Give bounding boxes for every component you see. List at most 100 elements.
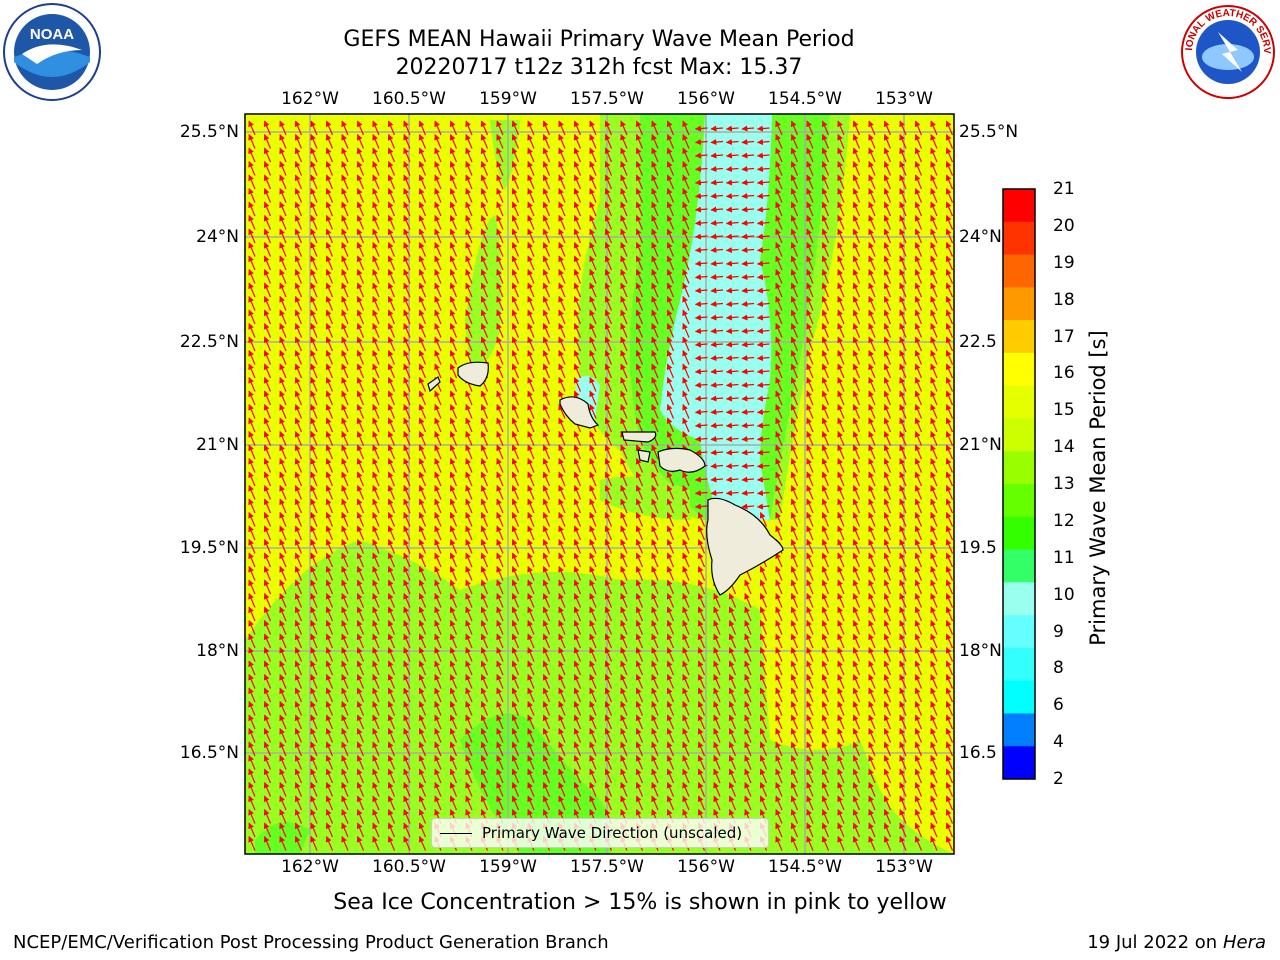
wave-direction-arrow [511,228,520,244]
wave-direction-arrow [527,160,535,176]
wave-direction-arrow [710,166,724,173]
wave-direction-arrow [496,214,504,230]
wave-direction-arrow [604,214,613,230]
wave-direction-arrow [511,160,520,176]
wave-direction-arrow [821,214,830,230]
wave-direction-arrow [741,152,755,159]
wave-direction-arrow [465,147,473,163]
molokai-island [621,431,657,443]
wave-direction-arrow [511,147,520,163]
wave-direction-arrow [573,160,582,176]
wave-direction-arrow [434,255,442,271]
wave-direction-arrow [756,233,770,240]
wave-direction-arrow [790,255,799,271]
wave-direction-arrow [496,133,504,149]
wave-direction-arrow [756,193,770,200]
wave-direction-arrow [806,187,814,203]
wave-direction-arrow [434,120,442,136]
wave-direction-arrow [604,147,613,163]
wave-direction-arrow [852,120,861,136]
wave-direction-arrow [899,160,907,176]
wave-direction-arrow [725,166,739,173]
wave-direction-arrow [449,133,458,149]
wave-direction-arrow [635,174,644,190]
wave-direction-arrow [899,255,907,271]
wave-direction-arrow [341,133,349,149]
colorbar-tick: 19 [1053,252,1075,273]
wave-direction-arrow [527,255,535,271]
wave-direction-arrow [821,120,830,136]
wave-direction-arrow [263,241,272,257]
wave-direction-arrow [496,241,504,257]
wave-direction-arrow [837,174,845,190]
wave-direction-arrow [372,120,380,136]
wave-direction-arrow [465,120,473,136]
wave-direction-arrow [372,228,380,244]
colorbar-tick: 16 [1053,363,1075,384]
wave-direction-arrow [558,120,566,136]
wave-direction-arrow [914,214,923,230]
wave-direction-arrow [480,228,489,244]
colorbar-segment [1003,549,1035,583]
wave-direction-arrow [294,241,303,257]
wave-direction-arrow [694,152,708,159]
wave-direction-arrow [372,133,380,149]
wave-direction-arrow [604,228,613,244]
wave-direction-arrow [852,228,861,244]
lon-tick-bottom: 157.5°W [570,857,644,877]
wave-direction-arrow [694,206,708,213]
lat-tick-left: 25.5°N [179,122,239,142]
wave-direction-arrow [310,147,318,163]
wave-direction-arrow [945,255,954,271]
wave-direction-arrow [573,241,582,257]
wave-direction-arrow [496,120,504,136]
wave-direction-arrow [710,193,724,200]
wave-direction-arrow [620,133,628,149]
wave-direction-arrow [930,241,938,257]
wave-direction-arrow [356,214,365,230]
wave-direction-arrow [620,120,628,136]
wave-direction-arrow [248,147,256,163]
wave-direction-arrow [496,201,504,217]
colorbar-segment [1003,352,1035,387]
legend-label: Primary Wave Direction (unscaled) [482,824,743,842]
wave-direction-arrow [403,268,411,284]
wave-direction-arrow [542,160,551,176]
wave-direction-arrow [710,179,724,186]
wave-direction-arrow [930,160,938,176]
wave-direction-arrow [741,179,755,186]
wave-direction-arrow [496,160,504,176]
map-legend: Primary Wave Direction (unscaled) [431,818,769,848]
wave-direction-arrow [310,255,318,271]
wave-direction-arrow [883,187,892,203]
wave-direction-arrow [372,160,380,176]
wave-direction-arrow [527,241,535,257]
wave-direction-arrow [756,206,770,213]
colorbar-segment [1003,320,1035,354]
colorbar-tick: 4 [1053,732,1064,753]
wave-direction-arrow [263,268,272,284]
wave-direction-arrow [790,201,799,217]
wave-direction-arrow [806,255,814,271]
wave-direction-arrow [527,174,535,190]
wave-direction-arrow [480,174,489,190]
wave-direction-arrow [868,201,876,217]
colorbar [1002,188,1036,780]
wave-direction-arrow [899,120,907,136]
wave-direction-arrow [756,260,770,267]
wave-direction-arrow [387,201,396,217]
wave-direction-arrow [710,139,724,146]
wave-direction-arrow [387,187,396,203]
wave-direction-arrow [573,228,582,244]
colorbar-segment [1003,615,1035,649]
wave-direction-arrow [635,201,644,217]
wave-direction-arrow [837,228,845,244]
wave-direction-arrow [573,133,582,149]
colorbar-tick: 10 [1053,584,1075,605]
wave-direction-arrow [341,174,349,190]
wave-direction-arrow [248,241,256,257]
lon-tick-top: 160.5°W [372,89,446,109]
wave-direction-arrow [372,147,380,163]
lat-tick-left: 24°N [196,227,239,247]
